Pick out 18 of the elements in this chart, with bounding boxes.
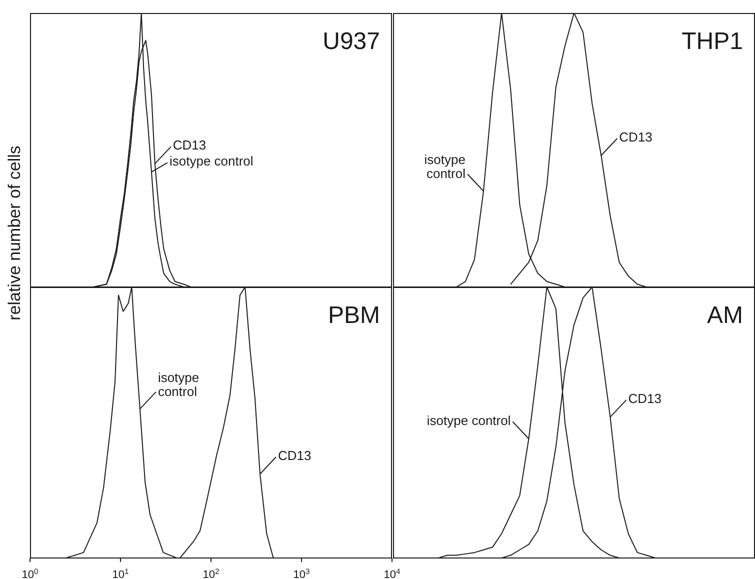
x-tick-label: 10$^{4}$ <box>384 566 401 579</box>
x-tick-label: 10$^{2}$ <box>202 566 220 579</box>
series-label: isotype control <box>424 152 466 182</box>
x-tick-label: 10$^{0}$ <box>22 566 38 579</box>
text: PBM <box>328 302 380 329</box>
series-label: CD13 <box>172 138 206 153</box>
text: AM <box>707 302 743 329</box>
series-label: isotype control <box>426 412 511 428</box>
series-label: CD13 <box>278 448 312 463</box>
text: U937 <box>322 28 380 55</box>
y-axis-title: relative number of cells <box>5 146 24 320</box>
x-tick-label: 10$^{3}$ <box>293 566 310 579</box>
series-label: CD13 <box>619 129 652 144</box>
series-label: isotype control <box>158 370 200 399</box>
text: THP1 <box>682 28 743 55</box>
x-tick-label: 10$^{1}$ <box>112 566 129 579</box>
series-label: CD13 <box>628 391 662 406</box>
legend-label: isotype control <box>169 154 254 169</box>
